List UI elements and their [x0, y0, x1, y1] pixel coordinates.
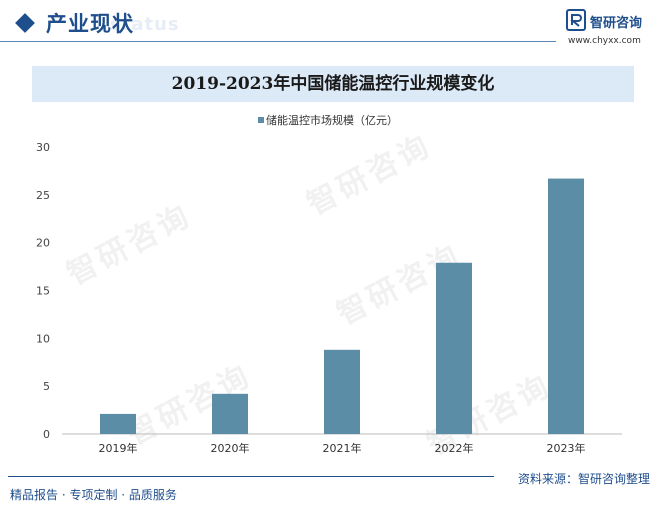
footer-divider — [8, 476, 494, 477]
footer-slogan: 精品报告 · 专项定制 · 品质服务 — [10, 488, 177, 502]
section-ghost-text: status — [110, 14, 180, 35]
x-tick-label: 2020年 — [211, 441, 250, 455]
section-title: 产业现状 — [46, 12, 134, 36]
bar — [436, 262, 472, 434]
brand-url: www.chyxx.com — [568, 36, 641, 46]
brand-name: 智研咨询 — [590, 16, 643, 31]
data-source: 资料来源：智研咨询整理 — [517, 472, 650, 486]
y-tick-label: 25 — [36, 189, 50, 202]
page-header: status 产业现状 — [0, 0, 666, 48]
y-tick-label: 30 — [36, 141, 50, 154]
chart-title: 2019-2023年中国储能温控行业规模变化 — [171, 74, 495, 94]
x-tick-label: 2022年 — [435, 441, 474, 455]
logo-mark-icon — [566, 9, 586, 31]
chart-legend: 储能温控市场规模（亿元） — [258, 112, 398, 128]
x-tick-label: 2019年 — [99, 441, 138, 455]
chart-title-band: 2019-2023年中国储能温控行业规模变化 — [32, 66, 634, 102]
legend-swatch — [258, 117, 264, 123]
brand-logo: 智研咨询 www.chyxx.com — [566, 9, 662, 46]
x-tick-label: 2023年 — [547, 441, 586, 455]
header-divider — [0, 41, 556, 42]
bar — [548, 178, 584, 434]
y-tick-label: 10 — [36, 332, 50, 345]
bar — [324, 349, 360, 434]
legend-label: 储能温控市场规模（亿元） — [266, 114, 398, 127]
y-tick-label: 20 — [36, 237, 50, 250]
bar — [100, 413, 136, 434]
x-tick-label: 2021年 — [323, 441, 362, 455]
y-tick-label: 0 — [43, 428, 50, 441]
y-tick-label: 15 — [36, 285, 50, 298]
bar — [212, 393, 248, 434]
y-tick-label: 5 — [43, 380, 50, 393]
